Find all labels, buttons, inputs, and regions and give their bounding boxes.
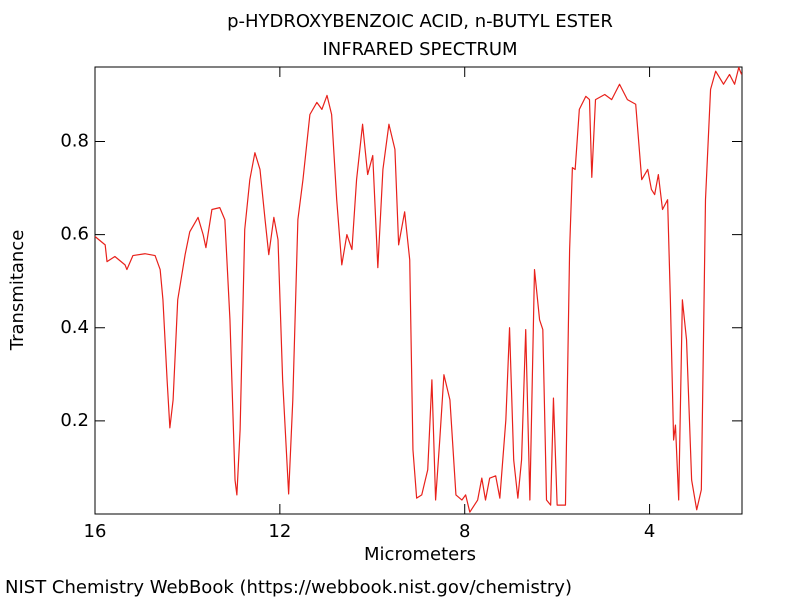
- plot-frame: [94, 66, 743, 515]
- footer: NIST Chemistry WebBook (https://webbook.…: [5, 577, 572, 598]
- spectrum-line: [94, 66, 743, 513]
- chart-title: p-HYDROXYBENZOIC ACID, n-BUTYL ESTER: [227, 11, 613, 32]
- y-axis-label: Transmitance: [7, 230, 28, 352]
- x-tick-label: 8: [459, 521, 470, 542]
- y-tick-label: 0.2: [60, 410, 89, 431]
- y-tick-label: 0.4: [60, 317, 89, 338]
- chart-subtitle: INFRARED SPECTRUM: [322, 39, 517, 60]
- x-tick-label: 4: [644, 521, 655, 542]
- y-tick-label: 0.6: [60, 224, 89, 245]
- y-tick-label: 0.8: [60, 131, 89, 152]
- x-tick-label: 16: [84, 521, 107, 542]
- x-tick-label: 12: [268, 521, 291, 542]
- x-axis-label: Micrometers: [364, 544, 476, 565]
